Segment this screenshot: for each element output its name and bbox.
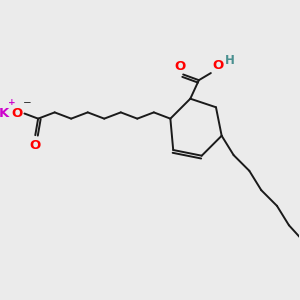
Text: K: K xyxy=(0,107,9,120)
Text: O: O xyxy=(212,58,224,72)
Text: H: H xyxy=(224,54,234,68)
Text: O: O xyxy=(30,139,41,152)
Text: +: + xyxy=(8,98,16,107)
Text: O: O xyxy=(12,107,23,120)
Text: −: − xyxy=(23,98,32,108)
Text: O: O xyxy=(174,60,185,73)
